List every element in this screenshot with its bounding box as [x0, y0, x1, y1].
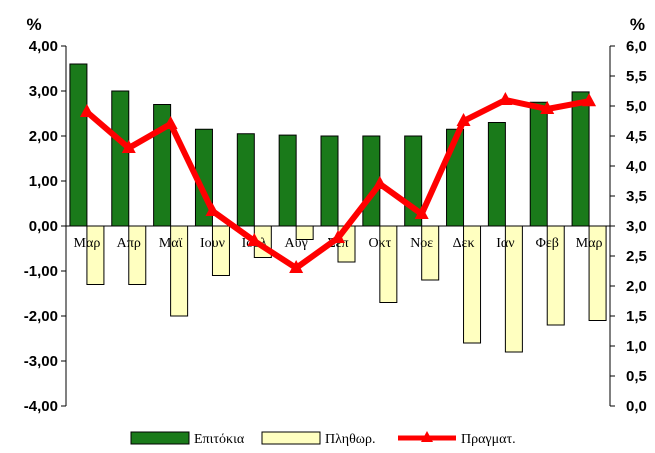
category-label: Φεβ — [536, 236, 559, 251]
line-point-pragmat — [456, 113, 471, 126]
legend: Επιτόκια Πληθωρ. Πραγματ. — [130, 431, 516, 447]
left-tick-label: 4,00 — [29, 38, 58, 55]
line-point-pragmat — [121, 140, 136, 153]
line-point-pragmat — [414, 206, 429, 219]
right-tick-label: 0,5 — [626, 368, 647, 385]
line-point-pragmat — [372, 176, 387, 189]
right-axis-unit: % — [630, 15, 645, 34]
right-tick-label: 4,0 — [626, 158, 647, 175]
line-layer — [79, 92, 597, 273]
category-label: Δεκ — [453, 236, 475, 251]
legend-label-pragmat: Πραγματ. — [461, 432, 516, 447]
bar-epitokia — [571, 91, 590, 227]
line-point-pragmat — [163, 116, 178, 129]
legend-label-epitokia: Επιτόκια — [194, 432, 245, 447]
line-point-pragmat — [331, 230, 345, 243]
category-label: Ιαν — [496, 236, 514, 251]
left-axis-ticks: -4,00 -3,00 -2,00 -1,00 0,00 1,00 2,00 3,00 4,00 — [24, 38, 66, 415]
right-tick-label: 5,5 — [626, 68, 647, 85]
bar-epitokia — [487, 122, 506, 227]
category-label: Μαϊ — [159, 236, 183, 251]
legend-marker-pragmat — [421, 431, 433, 442]
line-point-pragmat — [79, 104, 94, 117]
line-point-pragmat — [498, 92, 513, 105]
bar-epitokia — [320, 135, 339, 227]
bars-layer — [69, 63, 607, 353]
right-tick-label: 3,0 — [626, 218, 647, 235]
line-point-pragmat — [205, 203, 220, 216]
right-tick-label: 0,0 — [626, 398, 647, 415]
category-label: Απρ — [117, 236, 141, 251]
bar-epitokia — [236, 133, 255, 227]
left-tick-label: -3,00 — [24, 353, 58, 370]
bar-epitokia — [529, 101, 548, 227]
right-tick-label: 2,0 — [626, 278, 647, 295]
line-point-pragmat — [582, 93, 597, 107]
line-point-pragmat — [289, 260, 304, 273]
bar-epitokia — [278, 134, 297, 227]
left-tick-label: 3,00 — [29, 83, 58, 100]
right-axis-ticks: 0,0 0,5 1,0 1,5 2,0 2,5 3,0 3,5 4,0 4,5 5,0 5,5 6,0 — [610, 38, 647, 415]
bar-plithor — [421, 225, 440, 281]
category-labels: ΜαρΑπρΜαϊΙουνΙουλΑυγΣεπΟκτΝοεΔεκΙανΦεβΜα… — [74, 236, 603, 251]
category-label: Μαρ — [576, 236, 603, 251]
category-label: Μαρ — [74, 236, 101, 251]
bar-epitokia — [69, 63, 88, 227]
right-tick-label: 6,0 — [626, 38, 647, 55]
left-tick-label: -2,00 — [24, 308, 58, 325]
left-tick-label: -1,00 — [24, 263, 58, 280]
left-tick-label: 0,00 — [29, 218, 58, 235]
bar-plithor — [128, 225, 147, 285]
left-tick-label: -4,00 — [24, 398, 58, 415]
category-label: Αυγ — [285, 236, 308, 251]
left-axis-unit: % — [26, 15, 41, 34]
right-tick-label: 5,0 — [626, 98, 647, 115]
line-point-pragmat — [247, 233, 262, 246]
category-label: Ιουν — [200, 236, 225, 251]
right-tick-label: 4,5 — [626, 128, 647, 145]
bar-plithor — [86, 225, 105, 285]
right-tick-label: 2,5 — [626, 248, 647, 265]
right-tick-label: 1,5 — [626, 308, 647, 325]
left-tick-label: 1,00 — [29, 173, 58, 190]
left-tick-label: 2,00 — [29, 128, 58, 145]
legend-swatch-plithor — [261, 431, 321, 445]
legend-swatch-epitokia — [130, 431, 190, 445]
category-label: Οκτ — [368, 236, 391, 251]
right-tick-label: 3,5 — [626, 188, 647, 205]
legend-label-plithor: Πληθωρ. — [325, 432, 376, 447]
axes-layer — [65, 46, 611, 406]
line-point-pragmat — [540, 101, 555, 114]
category-label: Νοε — [410, 236, 433, 251]
right-tick-label: 1,0 — [626, 338, 647, 355]
bar-epitokia — [111, 90, 130, 227]
